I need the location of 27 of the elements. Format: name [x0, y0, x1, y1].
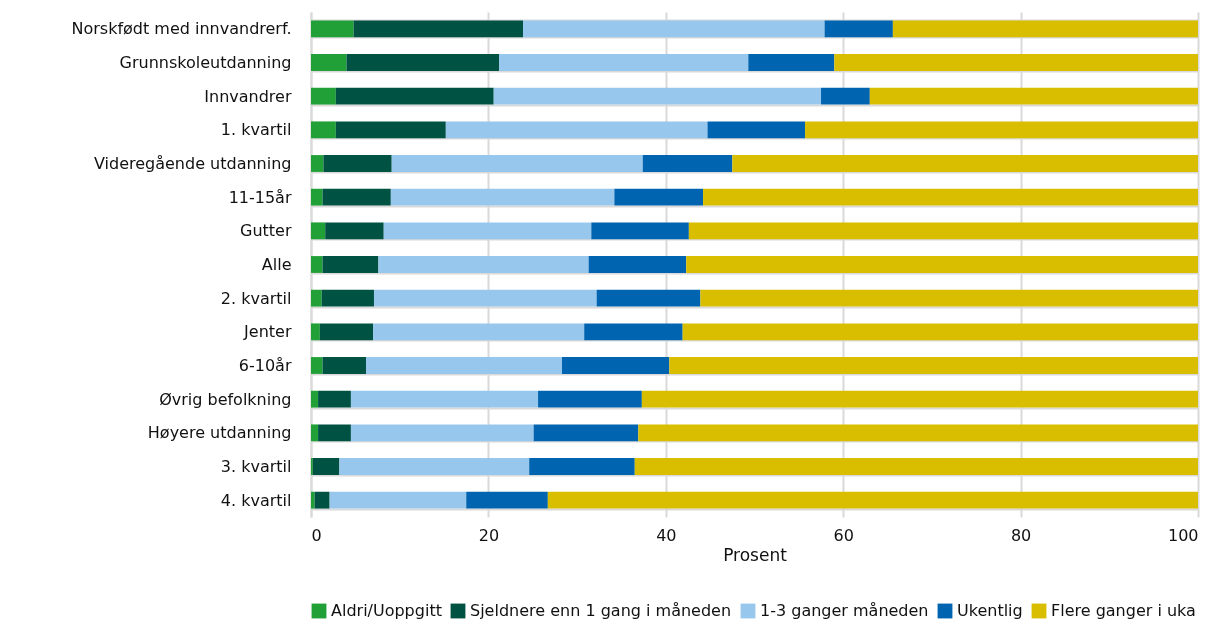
y-tick-label: Innvandrer: [204, 86, 292, 106]
y-tick-label: 1. kvartil: [220, 120, 292, 140]
y-tick-label: 3. kvartil: [220, 457, 292, 476]
y-tick-label: 2. kvartil: [220, 288, 292, 308]
legend-label: Flere ganger i uka: [1051, 601, 1196, 620]
legend-label: Aldri/Uoppgitt: [331, 601, 442, 620]
x-tick-label: 0: [311, 525, 322, 545]
x-tick-label: 80: [1010, 525, 1032, 545]
y-tick-label: Jenter: [243, 322, 292, 342]
x-axis-title: Prosent: [723, 544, 788, 565]
x-tick-label: 20: [478, 525, 500, 545]
y-tick-label: Øvrig befolkning: [159, 389, 292, 409]
legend-label: Sjeldnere enn 1 gang i måneden: [470, 601, 732, 620]
x-tick-label: 60: [833, 525, 854, 545]
legend-label: 1-3 ganger måneden: [760, 601, 929, 620]
y-tick-label: 4. kvartil: [220, 490, 292, 510]
y-tick-label: Alle: [261, 255, 292, 274]
y-tick-label: Høyere utdanning: [147, 423, 292, 443]
y-tick-label: 11-15år: [228, 187, 292, 207]
y-tick-label: 6-10år: [238, 356, 292, 375]
y-tick-label: Norskfødt med innvandrerf.: [71, 19, 292, 39]
y-tick-label: Grunnskoleutdanning: [119, 53, 292, 72]
y-tick-label: Videregående utdanning: [93, 154, 292, 173]
y-tick-label: Gutter: [239, 221, 292, 241]
x-tick-label: 40: [656, 525, 677, 545]
legend-label: Ukentlig: [957, 601, 1023, 620]
x-tick-label: 100: [1167, 525, 1199, 545]
